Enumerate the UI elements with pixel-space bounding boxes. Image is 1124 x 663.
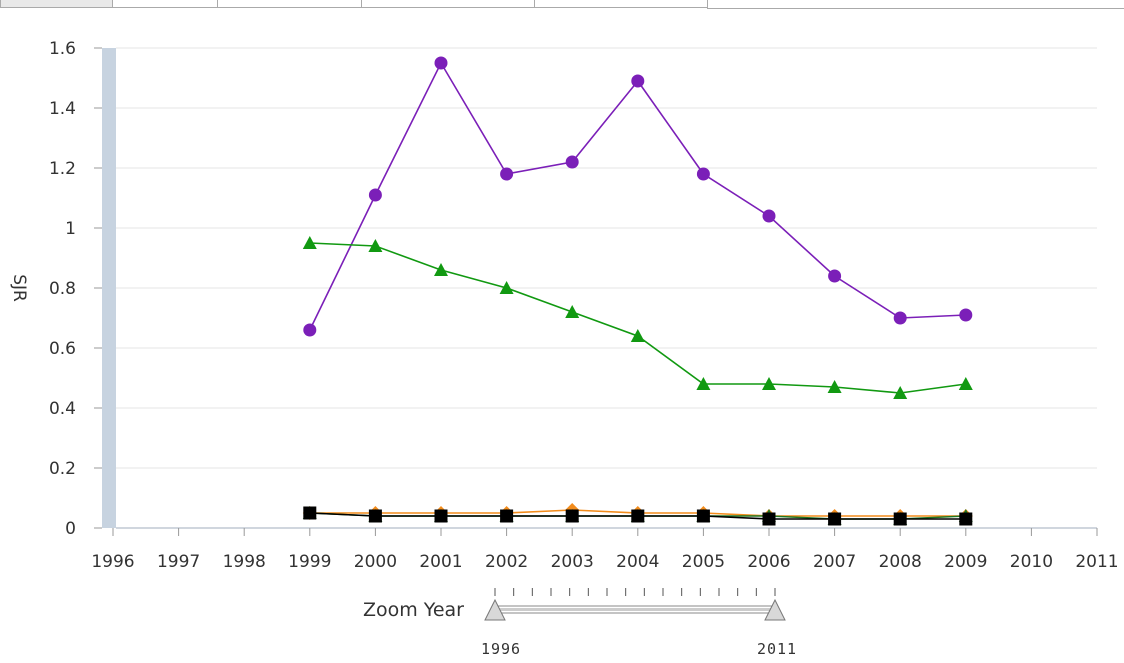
data-point[interactable] [434, 263, 448, 276]
data-point[interactable] [368, 509, 382, 523]
data-point[interactable] [828, 269, 842, 283]
x-tick-label: 2010 [1010, 552, 1053, 572]
data-point[interactable] [368, 188, 382, 202]
zoom-year-control: Zoom Year 1996 2011 [363, 588, 797, 658]
data-point[interactable] [696, 377, 711, 390]
x-tick-label: 2004 [616, 552, 659, 572]
x-tick-label: 1998 [223, 552, 266, 572]
zoom-year-label: Zoom Year [363, 599, 464, 621]
data-point[interactable] [959, 308, 973, 322]
x-tick-label: 2007 [813, 552, 856, 572]
data-point[interactable] [631, 509, 645, 523]
data-point[interactable] [893, 512, 907, 526]
data-point[interactable] [368, 239, 383, 252]
x-tick-label: 2011 [1075, 552, 1118, 572]
gridlines [116, 47, 1097, 469]
x-tick-label: 1997 [157, 552, 200, 572]
tab-baseline [707, 8, 1124, 9]
data-point[interactable] [696, 167, 710, 181]
data-point[interactable] [565, 155, 579, 169]
y-tick-label: 0.8 [49, 279, 76, 299]
data-point[interactable] [959, 512, 973, 526]
x-tick-label: 2003 [551, 552, 594, 572]
data-point[interactable] [893, 311, 907, 325]
data-point[interactable] [434, 509, 448, 523]
y-tick-label: 0.6 [49, 339, 76, 359]
y-tick-label: 1.4 [49, 99, 76, 119]
zoom-start-value: 1996 [481, 640, 521, 658]
x-tick-label: 2002 [485, 552, 528, 572]
tab-5[interactable] [534, 0, 708, 8]
data-point[interactable] [827, 380, 842, 393]
series-line [309, 242, 966, 394]
zoom-selected-range[interactable] [495, 608, 775, 611]
x-tick-label: 1996 [91, 552, 134, 572]
y-tick-label: 1.6 [49, 39, 76, 59]
data-point[interactable] [302, 236, 317, 249]
data-point[interactable] [958, 377, 973, 390]
data-point[interactable] [303, 506, 317, 520]
y-tick-label: 0.2 [49, 459, 76, 479]
x-tick-label: 2009 [944, 552, 987, 572]
zoom-start-handle[interactable] [484, 598, 506, 621]
x-axis-ticks: 1996 1997 1998 1999 2000 2001 2002 2003 2004 2005… [91, 528, 1119, 572]
data-point[interactable] [500, 167, 514, 181]
y-axis-title: SJR [9, 274, 29, 302]
data-point[interactable] [499, 281, 514, 294]
series-line [309, 61, 966, 331]
data-point[interactable] [565, 509, 579, 523]
y-axis-band [102, 48, 116, 528]
x-tick-label: 2006 [747, 552, 790, 572]
zoom-ticks [494, 588, 776, 596]
data-point[interactable] [696, 509, 710, 523]
series-5 [303, 506, 973, 526]
tab-strip [0, 0, 1124, 10]
y-tick-label: 0.4 [49, 399, 76, 419]
data-point[interactable] [565, 305, 580, 318]
data-point[interactable] [631, 74, 645, 88]
series-1 [303, 56, 973, 337]
data-point[interactable] [500, 509, 514, 523]
zoom-end-handle[interactable] [764, 598, 786, 621]
data-point[interactable] [762, 512, 776, 526]
data-point[interactable] [893, 386, 908, 399]
y-tick-label: 1 [65, 219, 76, 239]
data-point[interactable] [762, 209, 776, 223]
series-group [302, 56, 973, 526]
series-2 [302, 236, 973, 399]
y-tick-label: 0 [65, 519, 76, 539]
data-point[interactable] [434, 56, 448, 70]
x-tick-label: 2008 [879, 552, 922, 572]
x-tick-label: 1999 [288, 552, 331, 572]
data-point[interactable] [630, 329, 645, 342]
x-tick-label: 2001 [419, 552, 462, 572]
y-axis-ticks: 0 0.2 0.4 0.6 0.8 1 1.2 1.4 1.6 [49, 39, 102, 539]
data-point[interactable] [762, 377, 776, 390]
x-tick-label: 2000 [354, 552, 397, 572]
data-point[interactable] [303, 323, 317, 337]
x-tick-label: 2005 [682, 552, 725, 572]
y-tick-label: 1.2 [49, 159, 76, 179]
zoom-end-value: 2011 [757, 640, 797, 658]
data-point[interactable] [828, 512, 842, 526]
